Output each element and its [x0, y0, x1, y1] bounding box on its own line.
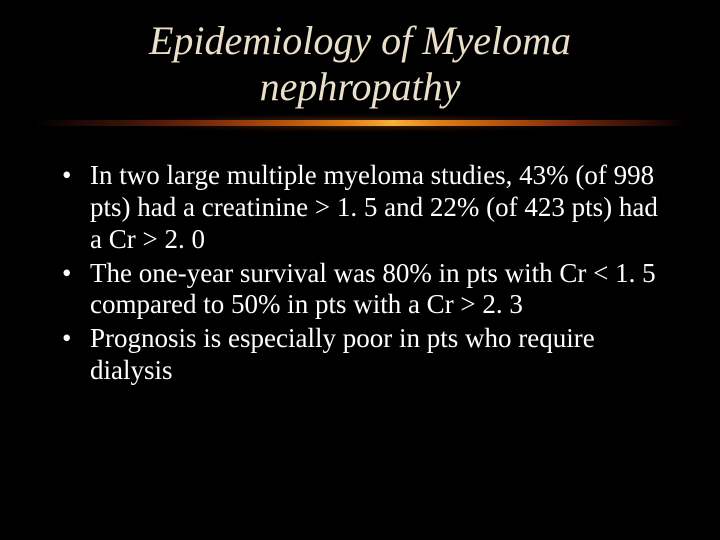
slide: Epidemiology of Myeloma nephropathy In t…: [0, 0, 720, 540]
bullet-list: In two large multiple myeloma studies, 4…: [60, 160, 668, 389]
list-item: The one-year survival was 80% in pts wit…: [60, 258, 668, 322]
title-line-1: Epidemiology of Myeloma: [149, 18, 571, 63]
slide-title: Epidemiology of Myeloma nephropathy: [0, 0, 720, 110]
title-line-2: nephropathy: [260, 64, 461, 109]
list-item: In two large multiple myeloma studies, 4…: [60, 160, 668, 256]
bullet-text: The one-year survival was 80% in pts wit…: [90, 258, 656, 320]
bullet-text: In two large multiple myeloma studies, 4…: [90, 160, 658, 254]
title-underline: [34, 120, 686, 126]
bullet-text: Prognosis is especially poor in pts who …: [90, 323, 595, 385]
list-item: Prognosis is especially poor in pts who …: [60, 323, 668, 387]
